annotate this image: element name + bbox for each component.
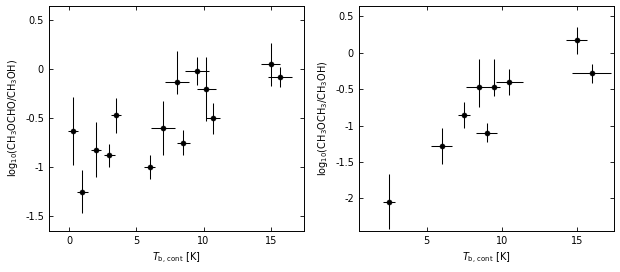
X-axis label: $T_\mathrm{b,\,cont}$ [K]: $T_\mathrm{b,\,cont}$ [K]: [463, 251, 511, 267]
X-axis label: $T_\mathrm{b,\,cont}$ [K]: $T_\mathrm{b,\,cont}$ [K]: [153, 251, 201, 267]
Y-axis label: log$_{10}$(CH$_3$OCH$_3$/CH$_3$OH): log$_{10}$(CH$_3$OCH$_3$/CH$_3$OH): [316, 61, 330, 176]
Y-axis label: log$_{10}$(CH$_3$OCHO/CH$_3$OH): log$_{10}$(CH$_3$OCHO/CH$_3$OH): [6, 59, 20, 177]
